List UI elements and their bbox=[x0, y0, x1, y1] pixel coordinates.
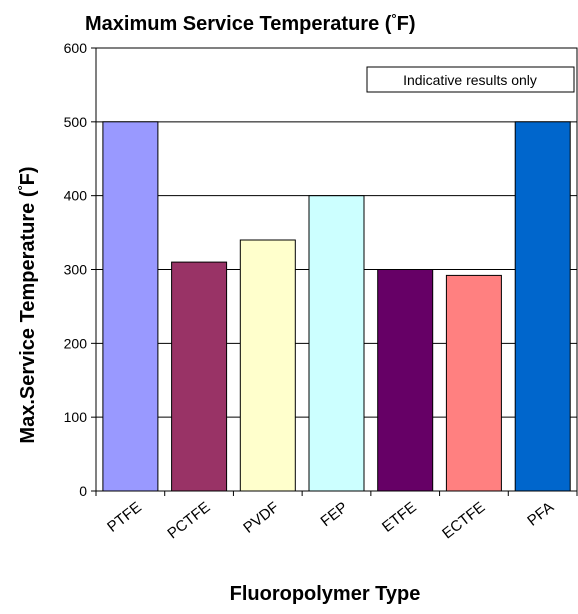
x-tick-label-pvdf: PVDF bbox=[240, 499, 282, 537]
bar-pfa bbox=[514, 121, 571, 492]
y-tick-label: 0 bbox=[79, 483, 87, 499]
y-tick-label: 300 bbox=[64, 262, 88, 278]
bar-ectfe bbox=[445, 274, 502, 492]
y-tick-label: 400 bbox=[64, 188, 88, 204]
bars bbox=[102, 121, 571, 492]
x-tick-label-pctfe: PCTFE bbox=[164, 499, 213, 543]
x-tick-label-ptfe: PTFE bbox=[104, 499, 145, 536]
x-axis-title: Fluoropolymer Type bbox=[230, 583, 421, 605]
bar-ptfe bbox=[102, 121, 159, 492]
annotation-text: Indicative results only bbox=[403, 72, 537, 88]
y-tick-label: 600 bbox=[64, 40, 88, 56]
bar-etfe bbox=[377, 269, 434, 492]
y-tick-label: 200 bbox=[64, 335, 88, 351]
y-tick-label: 100 bbox=[64, 409, 88, 425]
y-tick-label: 500 bbox=[64, 114, 88, 130]
x-tick-label-etfe: ETFE bbox=[379, 499, 420, 536]
annotation-frame bbox=[366, 66, 575, 93]
bar-fep bbox=[308, 195, 365, 492]
chart-title: Maximum Service Temperature (°F) bbox=[85, 11, 416, 36]
x-tick-label-fep: FEP bbox=[317, 499, 350, 530]
y-axis-title: Max.Service Temperature (°F) bbox=[15, 166, 40, 443]
bar-pctfe bbox=[171, 261, 228, 492]
x-tick-label-pfa: PFA bbox=[524, 499, 557, 530]
annotation-box: Indicative results only bbox=[366, 66, 575, 93]
x-tick-label-ectfe: ECTFE bbox=[439, 499, 488, 543]
bar-pvdf bbox=[239, 239, 296, 492]
